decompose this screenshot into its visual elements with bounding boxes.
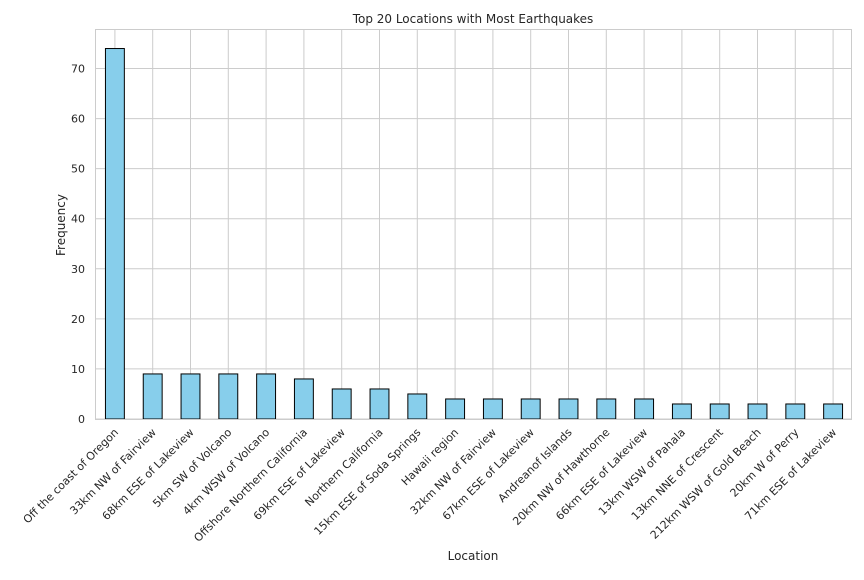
bar	[596, 398, 617, 420]
x-tick-label: 20km W of Perry	[728, 426, 802, 500]
y-axis-title: Frequency	[54, 194, 68, 256]
bar	[520, 398, 541, 420]
bar	[634, 398, 655, 420]
bar	[142, 373, 163, 420]
y-tick-label: 20	[71, 313, 85, 326]
bar	[369, 388, 390, 420]
bar	[256, 373, 277, 420]
y-tick-label: 0	[78, 413, 85, 426]
bar	[293, 378, 314, 420]
bars	[104, 48, 844, 420]
bar	[218, 373, 239, 420]
bar	[180, 373, 201, 420]
y-tick-label: 30	[71, 263, 85, 276]
axes-frame	[95, 29, 852, 420]
bar	[482, 398, 503, 420]
y-tick-label: 50	[71, 163, 85, 176]
y-tick-label: 10	[71, 363, 85, 376]
bar	[671, 403, 692, 420]
x-axis-title: Location	[448, 549, 499, 563]
bar	[747, 403, 768, 420]
bar	[407, 393, 428, 420]
y-tick-labels: 0 10 20 30 40 50 60 70	[71, 63, 85, 426]
bar	[558, 398, 579, 420]
y-tick-label: 70	[71, 63, 85, 76]
bar	[785, 403, 806, 420]
grid-lines	[96, 30, 852, 420]
y-tick-label: 40	[71, 213, 85, 226]
bar	[709, 403, 730, 420]
bar	[104, 48, 125, 420]
bar	[823, 403, 844, 420]
bar	[445, 398, 466, 420]
y-tick-label: 60	[71, 113, 85, 126]
chart-title: Top 20 Locations with Most Earthquakes	[352, 12, 594, 26]
bar	[331, 388, 352, 420]
